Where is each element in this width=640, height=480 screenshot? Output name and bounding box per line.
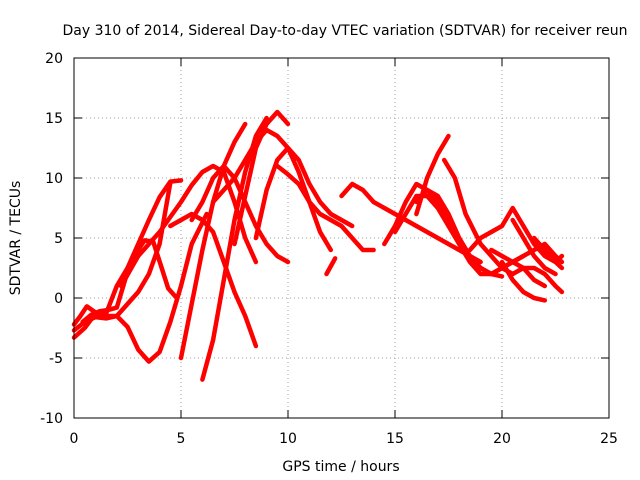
series-arc-9 (200, 115, 269, 382)
y-axis-title: SDTVAR / TECUs (8, 181, 24, 296)
series-arc-4 (80, 238, 179, 325)
chart-title: Day 310 of 2014, Sidereal Day-to-day VTE… (62, 23, 627, 39)
y-tick-label: 15 (45, 111, 63, 127)
series-arc-22 (489, 241, 565, 265)
x-tick-label: 10 (279, 431, 297, 447)
x-tick-labels: 0 5 10 15 20 25 (70, 431, 618, 447)
series-group (71, 109, 565, 382)
plot-frame (73, 57, 610, 419)
series-arc-3 (71, 211, 209, 364)
series-arc-24 (531, 235, 565, 265)
y-tick-label: -5 (49, 351, 63, 367)
x-tick-label: 0 (70, 431, 79, 447)
series-arc-25 (510, 217, 558, 277)
y-tick-labels: -10 -5 0 5 10 15 20 (40, 51, 63, 427)
series-arc-23 (499, 259, 548, 303)
series-arc-15 (324, 256, 338, 277)
series-arc-19 (414, 133, 451, 217)
y-tick-label: 20 (45, 51, 63, 67)
y-tick-label: 0 (54, 291, 63, 307)
series-arc-11 (232, 109, 291, 247)
y-tick-label: -10 (40, 411, 63, 427)
series-arc-2 (71, 180, 173, 333)
x-tick-label: 20 (493, 431, 511, 447)
x-axis-title: GPS time / hours (282, 459, 399, 475)
y-tick-label: 10 (45, 171, 63, 187)
series-arc-13 (275, 163, 376, 253)
series-arc-12 (253, 145, 355, 241)
x-tick-label: 5 (177, 431, 186, 447)
x-tick-label: 15 (386, 431, 404, 447)
series-arc-14 (339, 181, 483, 265)
y-tick-label: 5 (54, 231, 63, 247)
series-arc-6 (168, 211, 259, 349)
x-tick-label: 25 (600, 431, 618, 447)
